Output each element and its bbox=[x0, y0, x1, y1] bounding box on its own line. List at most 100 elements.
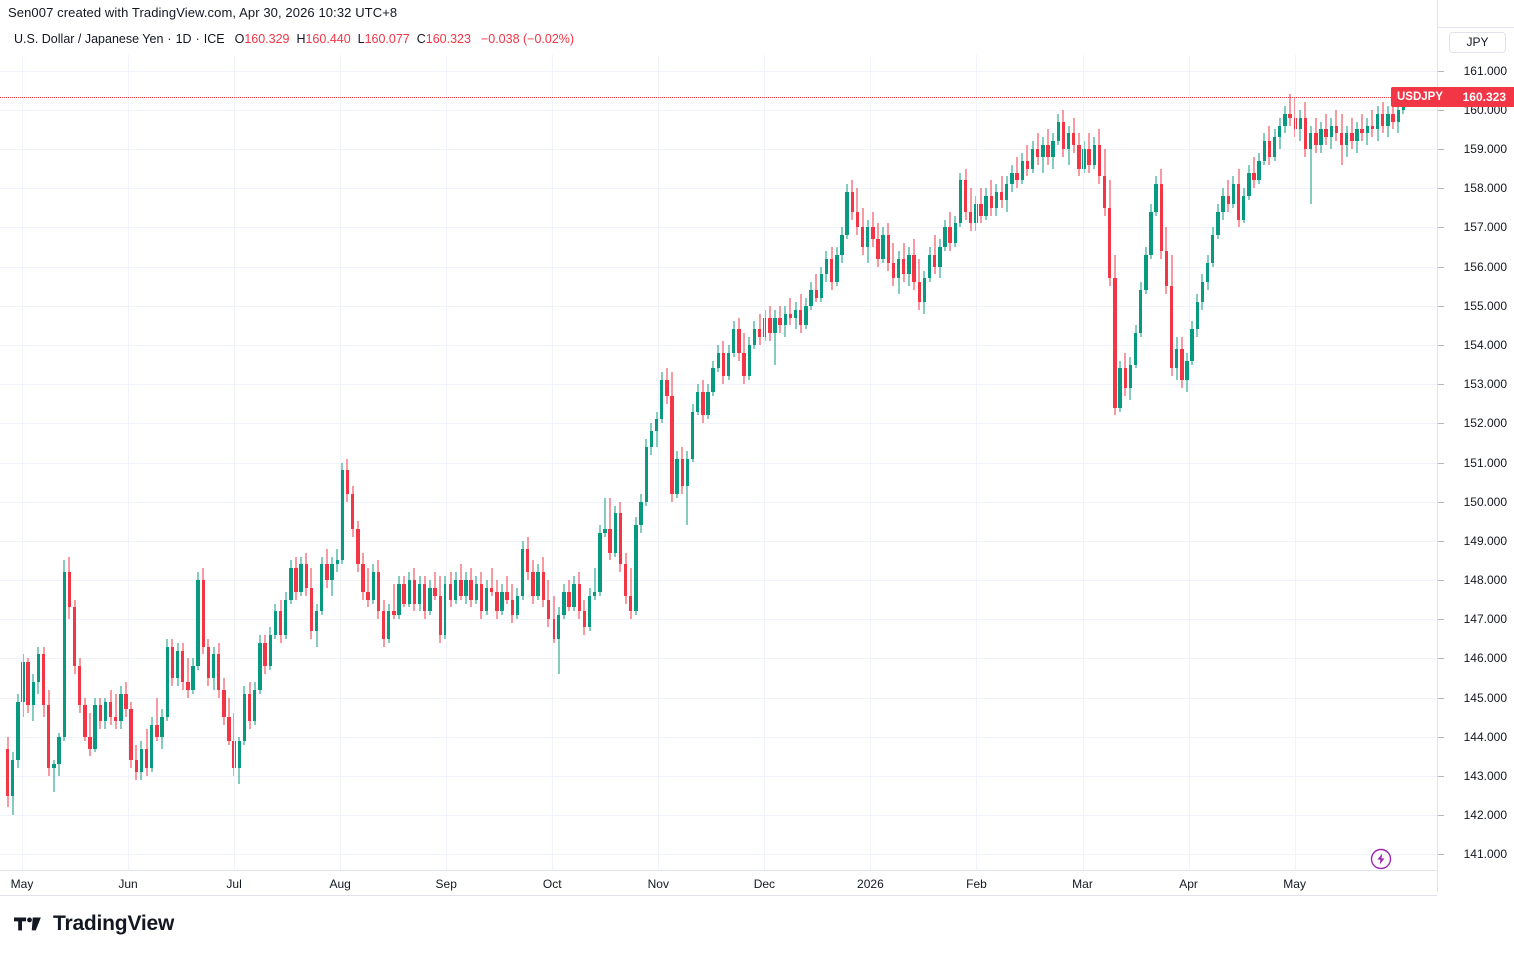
candle-body bbox=[41, 654, 46, 706]
candlestick bbox=[907, 55, 911, 870]
price-axis-tick: 157.000 bbox=[1438, 220, 1514, 234]
legend-symbol-name[interactable]: U.S. Dollar / Japanese Yen bbox=[14, 32, 164, 46]
candle-body bbox=[747, 344, 751, 377]
price-axis[interactable]: JPY 161.000 160.000 159.000 158.000 157.000 1… bbox=[1437, 0, 1514, 892]
candle-body bbox=[268, 634, 272, 667]
candlestick bbox=[829, 55, 834, 870]
price-axis-tick: 145.000 bbox=[1438, 691, 1514, 705]
legend-high-value: 160.440 bbox=[305, 32, 351, 46]
candle-body bbox=[417, 583, 422, 604]
candlestick bbox=[299, 55, 303, 870]
candlestick bbox=[263, 55, 267, 870]
candle-body bbox=[114, 717, 118, 722]
gridline-horizontal bbox=[0, 70, 1437, 72]
candlestick bbox=[371, 55, 375, 870]
legend-interval[interactable]: 1D bbox=[175, 32, 192, 46]
candle-body bbox=[696, 391, 700, 412]
candlestick bbox=[510, 55, 515, 870]
candle-body bbox=[850, 192, 854, 212]
candlestick bbox=[1113, 55, 1117, 870]
candle-body bbox=[284, 599, 288, 635]
candle-body bbox=[623, 564, 628, 596]
candle-body bbox=[211, 654, 216, 678]
candle-body bbox=[1020, 160, 1024, 181]
candlestick bbox=[1314, 55, 1318, 870]
candle-body bbox=[490, 587, 494, 592]
candle-body bbox=[932, 254, 937, 267]
candlestick bbox=[500, 55, 504, 870]
candlestick bbox=[438, 55, 442, 870]
candlestick bbox=[1020, 55, 1024, 870]
candlestick bbox=[732, 55, 736, 870]
gridline-vertical bbox=[658, 55, 660, 870]
candle-body bbox=[57, 736, 61, 765]
chart-plot-area[interactable] bbox=[0, 55, 1437, 870]
candle-body bbox=[469, 580, 473, 600]
candlestick bbox=[268, 55, 272, 870]
candle-body bbox=[881, 235, 885, 259]
candlestick bbox=[186, 55, 190, 870]
candlestick bbox=[11, 55, 15, 870]
candle-wick bbox=[1289, 94, 1291, 126]
candlestick bbox=[191, 55, 195, 870]
candlestick bbox=[1072, 55, 1076, 870]
candlestick bbox=[376, 55, 381, 870]
price-axis-tick: 148.000 bbox=[1438, 573, 1514, 587]
candle-body bbox=[515, 595, 520, 616]
candle-body bbox=[670, 395, 674, 494]
candle-body bbox=[1149, 211, 1153, 255]
candle-body bbox=[618, 513, 623, 565]
price-axis-tick: 155.000 bbox=[1438, 299, 1514, 313]
candle-body bbox=[788, 313, 793, 318]
candle-wick bbox=[1310, 125, 1312, 204]
candle-body bbox=[773, 317, 777, 334]
price-axis-tick: 158.000 bbox=[1438, 181, 1514, 195]
candle-body bbox=[505, 591, 509, 600]
candlestick bbox=[150, 55, 154, 870]
candlestick bbox=[1267, 55, 1272, 870]
candle-body bbox=[649, 431, 654, 447]
candlestick bbox=[943, 55, 947, 870]
time-axis[interactable]: May Jun Jul Aug Sep Oct Nov Dec 2026 Feb Mar Apr May bbox=[0, 870, 1437, 896]
price-axis-tick: 154.000 bbox=[1438, 338, 1514, 352]
candlestick bbox=[490, 55, 494, 870]
candlestick bbox=[227, 55, 231, 870]
candle-body bbox=[119, 693, 123, 722]
candlestick bbox=[83, 55, 87, 870]
legend-close-value: 160.323 bbox=[425, 32, 471, 46]
candlestick bbox=[1247, 55, 1251, 870]
legend-high-label: H bbox=[296, 32, 306, 46]
candle-body bbox=[1144, 254, 1148, 291]
candlestick bbox=[536, 55, 540, 870]
candle-wick bbox=[393, 583, 395, 620]
candle-wick bbox=[506, 576, 508, 604]
candle-body bbox=[829, 258, 834, 283]
time-axis-label: May bbox=[1283, 877, 1306, 891]
candlestick bbox=[515, 55, 520, 870]
gridline-horizontal bbox=[0, 227, 1437, 229]
candle-body bbox=[160, 717, 164, 737]
candlestick bbox=[1030, 55, 1035, 870]
candlestick bbox=[1355, 55, 1359, 870]
candlestick bbox=[356, 55, 360, 870]
candlestick bbox=[927, 55, 932, 870]
candle-body bbox=[392, 611, 396, 616]
currency-button[interactable]: JPY bbox=[1449, 32, 1506, 53]
candle-body bbox=[1324, 129, 1328, 138]
candlestick bbox=[1345, 55, 1349, 870]
candle-body bbox=[1123, 368, 1127, 389]
candle-body bbox=[907, 254, 911, 275]
candlestick bbox=[52, 55, 56, 870]
candlestick bbox=[989, 55, 994, 870]
lightning-bolt-icon[interactable] bbox=[1370, 848, 1392, 870]
candlestick bbox=[1061, 55, 1066, 870]
candlestick bbox=[747, 55, 751, 870]
gridline-horizontal bbox=[0, 501, 1437, 503]
candlestick bbox=[505, 55, 509, 870]
candle-body bbox=[314, 611, 319, 631]
candlestick bbox=[896, 55, 901, 870]
candlestick bbox=[144, 55, 149, 870]
candle-body bbox=[1391, 113, 1395, 122]
candlestick bbox=[62, 55, 66, 870]
candle-body bbox=[361, 564, 365, 592]
